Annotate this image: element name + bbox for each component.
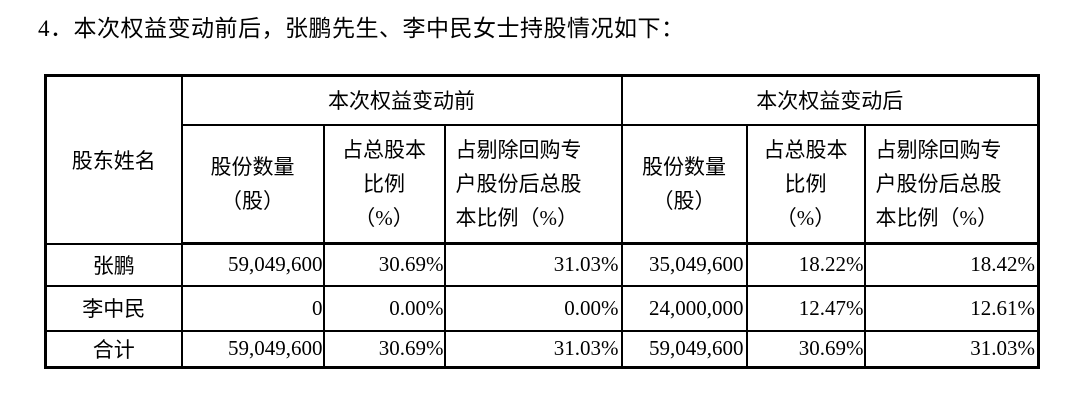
before-pct-ex-buyback-column-header: 占剔除回购专 户股份后总股 本比例（%） bbox=[443, 123, 623, 245]
before-pct-total-column-header: 占总股本 比例 （%） bbox=[322, 123, 446, 245]
after-pct-ex-buyback-cell: 31.03% bbox=[863, 329, 1040, 369]
table-sub-header-row: 股份数量 （股） 占总股本 比例 （%） 占剔除回购专 户股份后总股 本比例（%… bbox=[46, 123, 1040, 245]
before-shares-cell: 59,049,600 bbox=[180, 242, 325, 287]
after-shares-column-header: 股份数量 （股） bbox=[620, 123, 748, 245]
before-shares-cell: 59,049,600 bbox=[180, 329, 325, 369]
shareholding-table: 股东姓名 本次权益变动前 本次权益变动后 股份数量 （股） 占总股本 比例 （%… bbox=[44, 74, 1041, 369]
table-row-lizhongmin: 李中民 0 0.00% 0.00% 24,000,000 12.47% 12.6… bbox=[44, 284, 1040, 332]
after-shares-cell: 59,049,600 bbox=[620, 329, 748, 369]
before-change-group-header: 本次权益变动前 bbox=[180, 74, 623, 126]
shareholder-name-column-header: 股东姓名 bbox=[44, 74, 183, 245]
before-shares-column-header: 股份数量 （股） bbox=[180, 123, 325, 245]
after-pct-ex-buyback-cell: 18.42% bbox=[863, 242, 1040, 287]
after-shares-cell: 35,049,600 bbox=[620, 242, 748, 287]
before-pct-total-cell: 30.69% bbox=[322, 242, 446, 287]
before-pct-ex-buyback-cell: 31.03% bbox=[443, 329, 623, 369]
after-pct-total-column-header: 占总股本 比例 （%） bbox=[745, 123, 866, 245]
after-pct-total-cell: 18.22% bbox=[745, 242, 866, 287]
after-shares-cell: 24,000,000 bbox=[620, 284, 748, 332]
section-heading: 4．本次权益变动前后，张鹏先生、李中民女士持股情况如下： bbox=[38, 16, 685, 41]
after-pct-total-cell: 12.47% bbox=[745, 284, 866, 332]
after-pct-ex-buyback-cell: 12.61% bbox=[863, 284, 1040, 332]
before-pct-total-cell: 30.69% bbox=[322, 329, 446, 369]
before-pct-total-cell: 0.00% bbox=[322, 284, 446, 332]
shareholder-name-cell: 张鹏 bbox=[44, 242, 183, 287]
before-shares-cell: 0 bbox=[180, 284, 325, 332]
shareholder-name-cell: 李中民 bbox=[44, 284, 183, 332]
after-pct-total-cell: 30.69% bbox=[745, 329, 866, 369]
after-pct-ex-buyback-column-header: 占剔除回购专 户股份后总股 本比例（%） bbox=[863, 123, 1040, 245]
after-change-group-header: 本次权益变动后 bbox=[620, 74, 1040, 126]
table-row-zhangpeng: 张鹏 59,049,600 30.69% 31.03% 35,049,600 1… bbox=[44, 242, 1040, 287]
before-pct-ex-buyback-cell: 31.03% bbox=[443, 242, 623, 287]
table-group-header-row: 股东姓名 本次权益变动前 本次权益变动后 bbox=[44, 74, 1040, 245]
before-pct-ex-buyback-cell: 0.00% bbox=[443, 284, 623, 332]
shareholder-name-cell: 合计 bbox=[44, 329, 183, 369]
table-row-total: 合计 59,049,600 30.69% 31.03% 59,049,600 3… bbox=[44, 329, 1040, 369]
